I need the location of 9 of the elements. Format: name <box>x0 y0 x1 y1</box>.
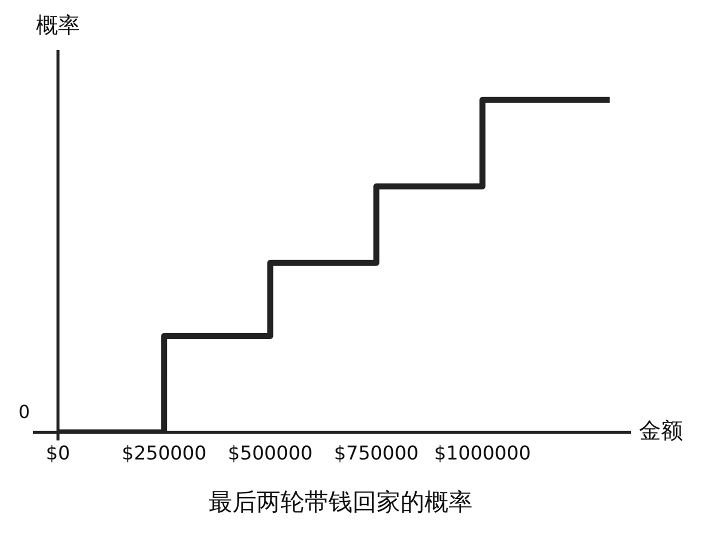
x-tick-label: $750000 <box>334 442 419 465</box>
x-tick-label: $250000 <box>122 442 206 465</box>
text: 最后两轮带钱回家的概率 <box>208 488 472 516</box>
x-tick-label: $500000 <box>228 442 313 465</box>
text: 0 <box>18 402 30 424</box>
x-tick-label: $1000000 <box>434 442 531 465</box>
x-axis-title: 金额 <box>639 419 683 444</box>
y-axis-title: 概率 <box>36 14 80 39</box>
x-tick-label: $0 <box>46 442 70 465</box>
